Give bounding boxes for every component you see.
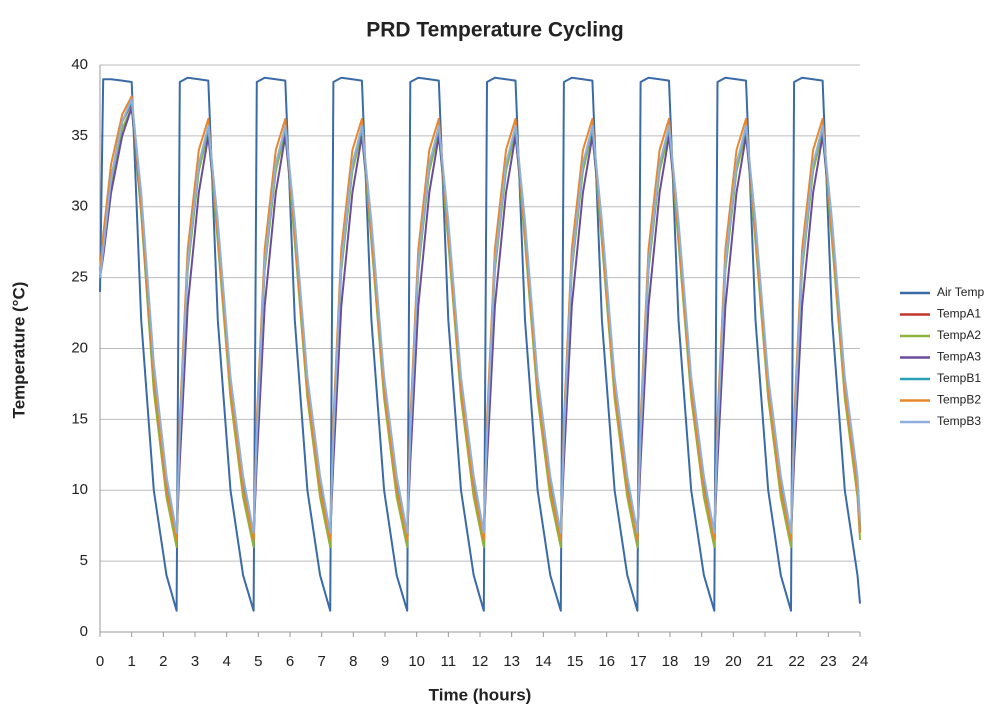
y-tick-label: 40 bbox=[71, 56, 88, 73]
series-line bbox=[99, 95, 861, 541]
x-tick-label: 19 bbox=[693, 653, 710, 670]
series-line bbox=[99, 76, 861, 612]
y-tick-label: 20 bbox=[71, 339, 88, 356]
x-tick-label: 3 bbox=[191, 653, 199, 670]
x-tick-label: 7 bbox=[317, 653, 325, 670]
legend-label: TempB2 bbox=[937, 393, 981, 407]
x-tick-label: 10 bbox=[408, 653, 425, 670]
series-line bbox=[99, 100, 861, 534]
x-tick-label: 12 bbox=[472, 653, 489, 670]
x-tick-label: 23 bbox=[820, 653, 837, 670]
chart-title: PRD Temperature Cycling bbox=[366, 19, 624, 42]
legend-label: TempB3 bbox=[937, 414, 981, 428]
legend-label: TempA2 bbox=[937, 328, 981, 342]
legend-label: TempA3 bbox=[937, 350, 981, 364]
series-line bbox=[99, 102, 861, 541]
x-tick-label: 14 bbox=[535, 653, 552, 670]
x-tick-label: 5 bbox=[254, 653, 262, 670]
y-tick-label: 5 bbox=[80, 552, 88, 569]
legend-label: TempA1 bbox=[937, 307, 981, 321]
y-tick-label: 15 bbox=[71, 410, 88, 427]
y-tick-label: 0 bbox=[80, 623, 88, 640]
x-tick-label: 1 bbox=[127, 653, 135, 670]
x-tick-label: 21 bbox=[757, 653, 774, 670]
x-tick-label: 24 bbox=[852, 653, 869, 670]
series-line bbox=[99, 106, 861, 537]
x-tick-label: 11 bbox=[441, 653, 457, 670]
x-tick-label: 8 bbox=[349, 653, 357, 670]
x-tick-label: 16 bbox=[598, 653, 615, 670]
x-tick-label: 15 bbox=[567, 653, 584, 670]
x-axis-label: Time (hours) bbox=[429, 685, 532, 704]
x-tick-label: 4 bbox=[222, 653, 230, 670]
legend-label: Air Temp bbox=[937, 285, 984, 299]
x-tick-label: 22 bbox=[788, 653, 805, 670]
y-tick-label: 30 bbox=[71, 198, 88, 215]
x-tick-label: 0 bbox=[96, 653, 104, 670]
x-tick-label: 13 bbox=[503, 653, 520, 670]
y-tick-label: 25 bbox=[71, 269, 88, 286]
x-tick-label: 18 bbox=[662, 653, 679, 670]
y-tick-label: 10 bbox=[71, 481, 88, 498]
x-tick-label: 2 bbox=[159, 653, 167, 670]
series-line bbox=[99, 98, 861, 534]
x-tick-label: 6 bbox=[286, 653, 294, 670]
legend-label: TempB1 bbox=[937, 371, 981, 385]
y-axis-label: Temperature (°C) bbox=[9, 282, 28, 419]
x-tick-label: 9 bbox=[381, 653, 389, 670]
x-tick-label: 17 bbox=[630, 653, 647, 670]
x-tick-label: 20 bbox=[725, 653, 742, 670]
y-tick-label: 35 bbox=[71, 127, 88, 144]
